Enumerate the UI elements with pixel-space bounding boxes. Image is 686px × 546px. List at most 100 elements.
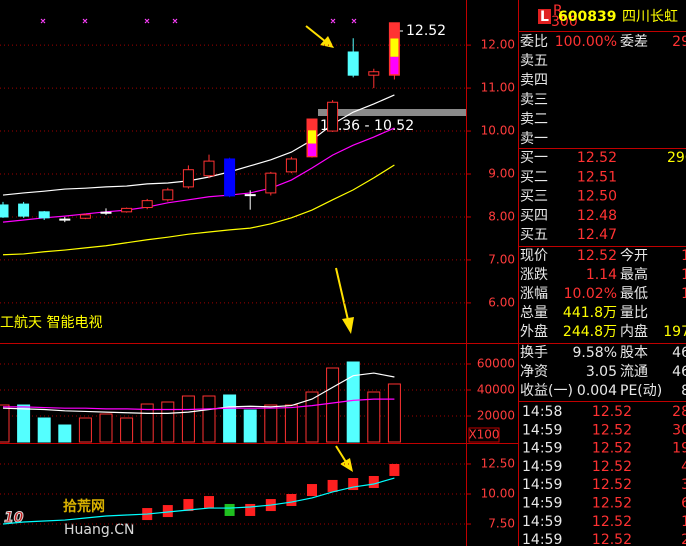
value: 29	[672, 34, 686, 50]
tick-volume: 4	[681, 459, 686, 475]
y-tick-label: 20000	[477, 408, 515, 422]
value: 0.004	[577, 383, 617, 399]
tick-volume: 6	[681, 496, 686, 512]
candle-body	[59, 218, 71, 221]
arrow	[335, 445, 347, 463]
moving-average	[2, 127, 395, 223]
y-tick-label: 40000	[477, 382, 515, 396]
tick-time: 14:59	[522, 532, 562, 546]
label: 净资	[520, 364, 548, 380]
label: 委比	[520, 34, 548, 50]
candle-body	[327, 101, 339, 132]
stock-name: 四川长虹	[622, 9, 678, 25]
y-tick-label: 7.00	[488, 252, 515, 266]
limit-stripe	[308, 143, 316, 157]
volume-bar	[0, 404, 10, 443]
value: 46	[672, 364, 686, 380]
tick-time: 14:58	[522, 404, 562, 420]
volume-bar	[284, 404, 298, 443]
arrow-head	[320, 36, 334, 48]
price-label: 12.52	[406, 23, 446, 39]
value: 244.8万	[563, 324, 617, 340]
watermark-site: 拾荒网	[63, 498, 105, 515]
volume-average	[2, 372, 395, 414]
label: 今开	[620, 248, 648, 264]
arrow-head	[340, 458, 353, 472]
candle-body	[285, 158, 297, 173]
y-tick-label: 10.00	[481, 124, 515, 138]
x-marker	[40, 18, 357, 24]
badge: L	[540, 9, 549, 25]
bid-volume: 290	[667, 150, 686, 166]
volume-bar	[181, 395, 195, 443]
label: 收益(一)	[520, 383, 573, 399]
volume-bar	[264, 404, 278, 443]
tick-price: 12.52	[592, 514, 632, 530]
value: 1	[681, 267, 686, 283]
volume-bar	[223, 394, 237, 443]
candle-body	[38, 211, 50, 219]
signal	[368, 475, 379, 488]
volume-average	[3, 398, 395, 411]
arrows	[305, 25, 354, 472]
arrow	[335, 267, 349, 321]
label: 现价	[520, 248, 548, 264]
tick-time: 14:59	[522, 514, 562, 530]
value: 1.14	[586, 267, 617, 283]
volume-bar	[17, 404, 31, 443]
tick-price: 12.52	[592, 441, 632, 457]
candle-body	[121, 207, 133, 213]
y-tick-label: 11.00	[481, 81, 515, 95]
value: 100.00%	[555, 34, 617, 50]
candle-body	[0, 204, 9, 218]
y-tick-label: 8.00	[488, 209, 515, 223]
signal	[327, 479, 338, 492]
signal	[389, 463, 400, 476]
tick-price: 12.52	[592, 459, 632, 475]
tick-time: 14:59	[522, 459, 562, 475]
tick-time: 14:59	[522, 477, 562, 493]
value: 3.05	[586, 364, 617, 380]
tick-time: 14:59	[522, 496, 562, 512]
tick-volume: 19	[672, 441, 686, 457]
signal	[204, 496, 214, 509]
value: 1	[681, 248, 686, 264]
y-tick-label: 7.50	[488, 517, 515, 531]
tick-price: 12.52	[592, 422, 632, 438]
y-tick-label: 12.00	[481, 38, 515, 52]
unit-box	[468, 427, 500, 443]
label: 总量	[520, 305, 548, 321]
signal	[348, 478, 359, 491]
ask-label: 卖一	[520, 131, 548, 147]
limit-stripe	[390, 38, 399, 57]
label: 涨跌	[520, 267, 548, 283]
limit-stripe	[308, 130, 316, 144]
label: 涨幅	[520, 286, 548, 302]
signal	[286, 494, 297, 507]
range-bar	[318, 109, 466, 116]
concept-text: 工航天 智能电视	[0, 315, 102, 331]
tick-volume: 1	[681, 514, 686, 530]
indicator-line	[2, 477, 395, 525]
value: 46	[672, 345, 686, 361]
label: 量比	[620, 305, 648, 321]
signal	[307, 484, 317, 497]
volume-bar	[78, 417, 92, 443]
value: 10.02%	[564, 286, 617, 302]
candle-body	[18, 203, 30, 217]
volume-bar	[387, 383, 401, 443]
label: 股本	[620, 345, 648, 361]
bid-label: 买四	[520, 208, 548, 224]
moving-average	[2, 164, 395, 256]
volume-bar	[99, 413, 113, 443]
bid-price: 12.51	[577, 169, 617, 185]
label: 换手	[520, 344, 548, 361]
candle-body	[203, 160, 215, 177]
value: 9.58%	[573, 345, 617, 361]
volume-bar	[37, 417, 51, 443]
badge-top: R	[553, 3, 563, 19]
bid-price: 12.50	[577, 189, 617, 205]
label: 委差	[620, 34, 648, 50]
bid-label: 买二	[520, 169, 548, 185]
